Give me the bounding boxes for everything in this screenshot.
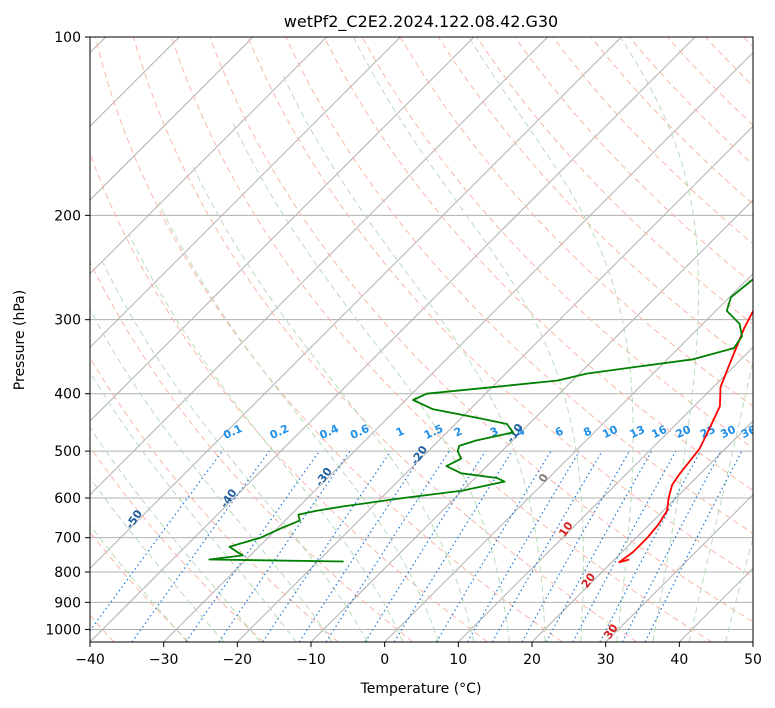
mixing-ratio-label: 16	[650, 423, 670, 441]
dry-adiabat	[209, 37, 753, 623]
x-tick-label: −30	[149, 652, 179, 668]
moist-adiabat	[128, 233, 404, 642]
y-axis: 100 200 300 400 500 600 700 800 900 1000	[45, 30, 90, 638]
y-tick-label: 900	[54, 595, 81, 611]
y-tick-label: 200	[54, 208, 81, 224]
dry-adiabat	[94, 37, 563, 642]
isotherm	[531, 420, 753, 642]
mixing-ratio-label: 13	[628, 423, 647, 441]
plot-frame	[89, 36, 754, 643]
x-tick-label: 10	[449, 652, 467, 668]
x-axis: −40 −30 −20 −10 0 10 20 30 40 50	[75, 642, 762, 668]
x-tick-label: 50	[744, 652, 762, 668]
y-tick-label: 800	[54, 565, 81, 581]
mixing-ratio-line	[185, 450, 320, 642]
x-tick-label: 0	[380, 652, 389, 668]
mixing-ratio-line	[572, 450, 677, 642]
y-tick-label: 300	[54, 313, 81, 329]
y-tick-label: 600	[54, 491, 81, 507]
y-tick-label: 400	[54, 387, 81, 403]
mixing-ratio-line	[393, 450, 513, 642]
moist-adiabat	[90, 371, 297, 642]
dry-adiabat	[90, 260, 414, 642]
moist-adiabat	[90, 524, 188, 642]
moist-adiabat	[90, 477, 225, 642]
y-tick-label: 500	[54, 444, 81, 460]
moist-adiabat	[353, 37, 584, 642]
moist-adiabat	[90, 426, 261, 642]
moist-adiabat	[192, 165, 475, 642]
dry-adiabat	[323, 37, 753, 491]
isotherm	[90, 37, 328, 275]
x-tick-label: −10	[296, 652, 326, 668]
x-tick-label: 40	[670, 652, 688, 668]
moist-adiabat	[232, 123, 510, 642]
mixing-ratio-label: 36	[739, 423, 759, 441]
dewpoint-profile-line	[208, 278, 753, 563]
y-tick-label: 1000	[45, 622, 81, 638]
moist-adiabat	[620, 37, 700, 642]
background-lines	[90, 37, 753, 642]
isotherm	[90, 37, 254, 201]
x-axis-label: Temperature (°C)	[360, 681, 482, 697]
isotherm	[163, 51, 753, 642]
mixing-ratio-line	[466, 450, 580, 642]
moist-adiabat	[99, 256, 369, 642]
mixing-ratio-label: 30	[718, 423, 738, 441]
moist-adiabat	[90, 308, 333, 642]
mixing-ratio-label: 10	[600, 423, 620, 441]
x-tick-label: 30	[597, 652, 615, 668]
moist-adiabat	[157, 201, 439, 642]
dry-adiabat	[90, 446, 264, 642]
isotherm	[236, 125, 753, 642]
dry-adiabat	[285, 37, 753, 535]
isotherm	[384, 272, 753, 642]
dry-adiabat	[476, 37, 753, 325]
dry-adiabat	[132, 37, 638, 642]
isotherm	[90, 37, 401, 349]
isotherm	[457, 346, 753, 642]
y-tick-label: 100	[54, 30, 81, 46]
mixing-ratio-line	[325, 450, 450, 642]
isotherm	[90, 37, 696, 642]
x-tick-label: 20	[523, 652, 541, 668]
x-tick-label: −20	[223, 652, 253, 668]
mixing-ratio-line	[298, 450, 425, 642]
moist-adiabat	[688, 358, 753, 642]
profile-lines	[208, 278, 753, 564]
mixing-ratio-label: 20	[674, 423, 694, 441]
mixing-ratio-line	[218, 450, 351, 642]
dry-adiabat	[171, 37, 712, 642]
x-tick-label: −40	[75, 652, 105, 668]
mixing-ratio-line	[364, 450, 486, 642]
isotherm	[605, 493, 753, 642]
mixing-ratio-line	[435, 450, 552, 642]
isotherm	[90, 37, 475, 422]
moist-adiabat	[725, 536, 753, 642]
dry-adiabat	[247, 37, 753, 578]
mixing-ratio-line	[599, 450, 702, 642]
isotherm	[90, 37, 622, 570]
y-tick-label: 700	[54, 531, 81, 547]
isotherm	[90, 37, 549, 496]
mixing-ratio-line	[262, 450, 392, 642]
chart-title: wetPf2_C2E2.2024.122.08.42.G30	[284, 12, 558, 32]
y-axis-label: Pressure (hPa)	[12, 290, 28, 390]
temperature-profile-line	[618, 309, 753, 564]
